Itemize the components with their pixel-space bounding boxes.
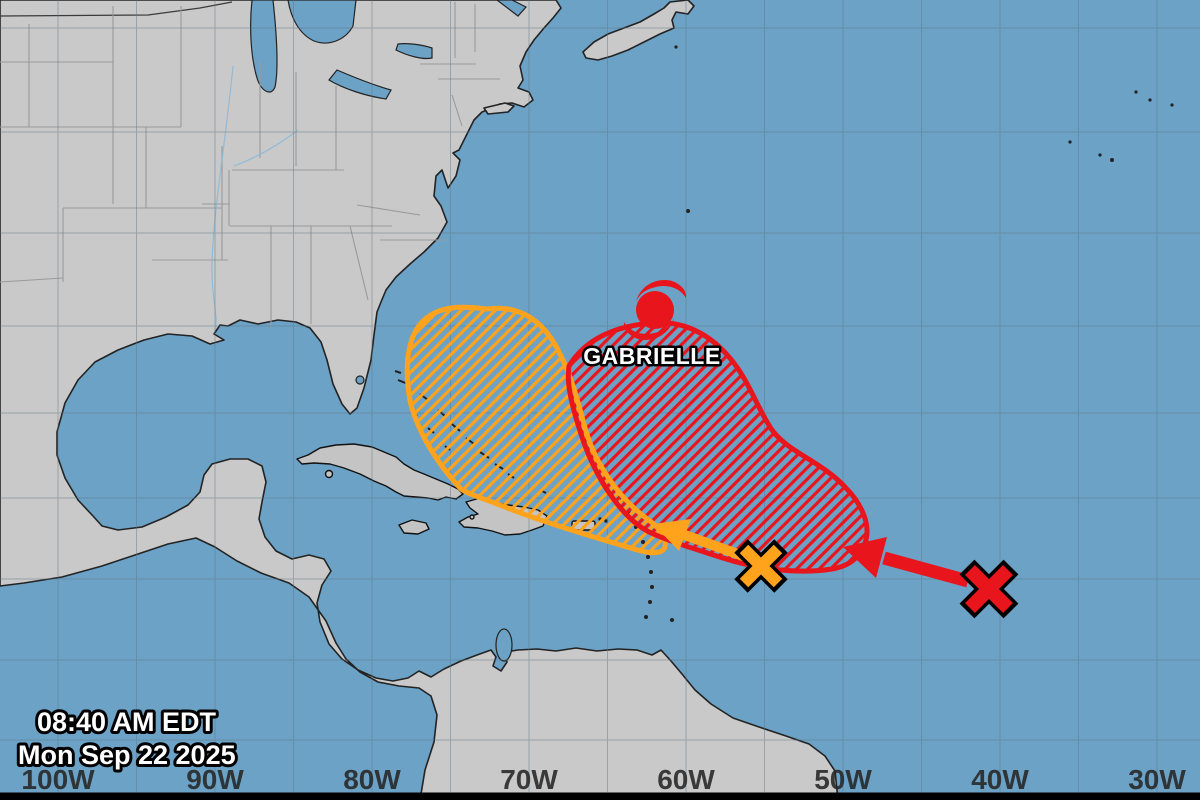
- red-x-marker[interactable]: [959, 559, 1019, 619]
- red-track-arrow: [843, 537, 970, 588]
- lon-label-90w: 90W: [186, 764, 244, 795]
- gonave-island: [469, 514, 475, 520]
- jamaica: [398, 519, 430, 535]
- lon-label-30w: 30W: [1128, 764, 1186, 795]
- lon-label-40w: 40W: [971, 764, 1029, 795]
- rivers: [211, 65, 299, 331]
- orange-x-marker[interactable]: [734, 539, 788, 593]
- lake-maracaibo: [495, 628, 513, 662]
- footer-bar: [0, 792, 1200, 800]
- orange-area-outline: [404, 304, 668, 556]
- storm-name-label: GABRIELLE: [583, 343, 720, 369]
- red-formation-area[interactable]: [568, 322, 868, 572]
- lon-label-50w: 50W: [814, 764, 872, 795]
- hurricane-gabrielle-icon[interactable]: [623, 280, 687, 340]
- lon-label-70w: 70W: [500, 764, 558, 795]
- orange-formation-area[interactable]: [407, 307, 666, 553]
- red-area-outline: [565, 319, 870, 574]
- isla-de-la-juventud: [324, 469, 334, 479]
- atlantic-islets: [674, 45, 1174, 213]
- nova-scotia: [582, 0, 695, 61]
- state-borders: [0, 2, 500, 328]
- issuance-timestamp: 08:40 AM EDT Mon Sep 22 2025: [15, 704, 239, 773]
- cuba: [296, 443, 464, 501]
- longitude-axis-labels: 100W 90W 80W 70W 60W 50W 40W 30W: [21, 764, 1186, 795]
- us-canada-border: [0, 1, 233, 17]
- lon-label-100w: 100W: [21, 764, 95, 795]
- lon-label-60w: 60W: [657, 764, 715, 795]
- issued-time: 08:40 AM EDT: [37, 707, 217, 737]
- long-island: [483, 102, 515, 115]
- lon-label-80w: 80W: [343, 764, 401, 795]
- great-lakes: [250, 0, 527, 385]
- issued-date: Mon Sep 22 2025: [18, 740, 236, 770]
